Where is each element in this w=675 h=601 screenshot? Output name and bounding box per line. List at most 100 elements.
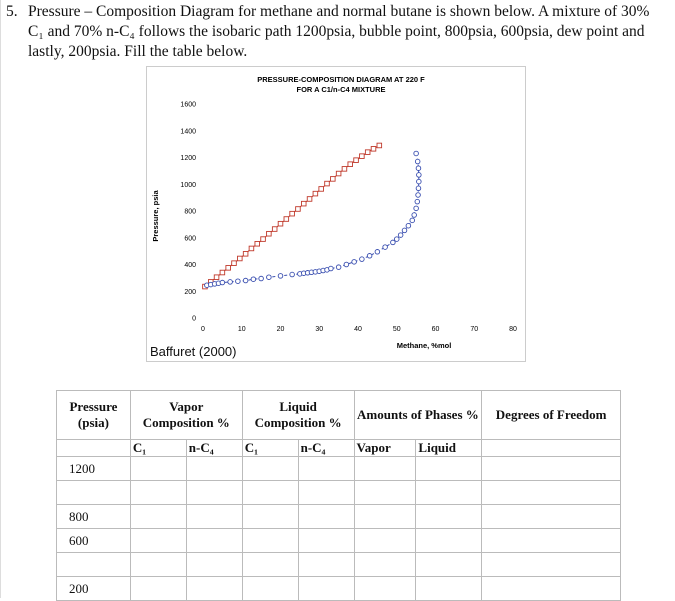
bubble-point-marker (237, 255, 243, 262)
dew-point-marker (411, 212, 417, 218)
bubble-point-marker (295, 206, 301, 212)
bubble-point-marker (341, 166, 348, 172)
answer-cell[interactable] (415, 528, 483, 553)
answer-cell[interactable] (353, 480, 417, 505)
answer-cell[interactable] (241, 480, 299, 505)
table-row: 800 (56, 504, 621, 529)
dew-point-marker (219, 279, 226, 286)
answer-cell[interactable] (185, 528, 243, 553)
answer-cell[interactable] (297, 528, 355, 553)
subheader-amount-liquid: Liquid (415, 439, 483, 457)
x-tick-label: 50 (393, 326, 401, 333)
answer-cell[interactable] (129, 576, 187, 601)
answer-cell[interactable] (353, 504, 417, 529)
answer-cell[interactable] (415, 552, 483, 577)
answer-cell[interactable] (481, 576, 621, 601)
row-pressure: 200 (56, 576, 131, 601)
table-row: 200 (56, 576, 621, 601)
answer-cell[interactable] (481, 480, 621, 505)
bubble-point-marker (271, 226, 278, 232)
dew-point-marker (414, 158, 421, 165)
y-tick-label: 1400 (180, 128, 196, 135)
y-tick-label: 200 (184, 289, 196, 296)
x-tick-label: 60 (432, 326, 440, 333)
answer-cell[interactable] (185, 504, 243, 529)
answer-cell[interactable] (129, 552, 187, 577)
dew-point-marker (382, 244, 388, 250)
answer-cell[interactable] (185, 552, 243, 577)
dew-point-marker (351, 259, 357, 265)
y-tick-label: 1000 (180, 182, 196, 189)
answer-cell[interactable] (185, 456, 243, 481)
answer-cell[interactable] (297, 576, 355, 601)
problem-number: 5. (6, 3, 18, 20)
table-row (56, 552, 621, 577)
answer-cell[interactable] (185, 576, 243, 601)
answer-cell[interactable] (481, 456, 621, 481)
x-tick-label: 0 (201, 326, 205, 333)
answer-cell[interactable] (415, 576, 483, 601)
answer-cell[interactable] (353, 528, 417, 553)
dew-point-marker (235, 278, 241, 284)
dew-point-marker (258, 275, 264, 282)
bubble-point-marker (364, 149, 371, 155)
answer-cell[interactable] (415, 456, 483, 481)
answer-cell[interactable] (297, 552, 355, 577)
bubble-point-marker (231, 260, 237, 266)
answer-cell[interactable] (481, 504, 621, 529)
x-tick-label: 20 (277, 326, 285, 333)
answer-cell[interactable] (297, 504, 355, 529)
answer-cell[interactable] (241, 528, 299, 553)
answer-cell[interactable] (481, 528, 621, 553)
header-amounts-of-phases: Amounts of Phases % (353, 390, 483, 440)
header-vapor-composition: Vapor Composition % (129, 390, 243, 440)
bubble-point-marker (266, 230, 272, 237)
bubble-point-marker (254, 241, 260, 247)
answer-cell[interactable] (185, 480, 243, 505)
bubble-point-marker (306, 196, 313, 202)
answer-cell[interactable] (241, 576, 299, 601)
bubble-point-marker (330, 176, 336, 182)
subheader-pressure-blank (56, 439, 131, 457)
subheader-liquid-nc4: n-C₄ (297, 439, 355, 457)
answer-cell[interactable] (415, 480, 483, 505)
dew-point-marker (374, 249, 381, 255)
dew-point-marker (401, 227, 408, 234)
answer-cell[interactable] (241, 504, 299, 529)
bubble-point-marker (260, 236, 266, 242)
answer-cell[interactable] (129, 456, 187, 481)
bubble-point-marker (283, 216, 290, 222)
answer-cell[interactable] (241, 456, 299, 481)
dew-point-marker (415, 165, 422, 171)
answer-cell[interactable] (241, 552, 299, 577)
dew-point-marker (227, 279, 233, 285)
dew-point-marker (416, 172, 422, 178)
answer-cell[interactable] (129, 480, 187, 505)
answer-cell[interactable] (353, 576, 417, 601)
dew-point-marker (250, 276, 257, 282)
subheader-vapor-nc4: n-C₄ (185, 439, 243, 457)
table-row: 600 (56, 528, 621, 553)
x-axis-label: Methane, %mol (397, 341, 452, 350)
answer-cell[interactable] (415, 504, 483, 529)
answer-cell[interactable] (353, 552, 417, 577)
row-pressure: 800 (56, 504, 131, 529)
problem-text: Pressure – Composition Diagram for metha… (28, 3, 650, 60)
bubble-point-marker (225, 265, 231, 271)
answer-cell[interactable] (297, 456, 355, 481)
answer-cell[interactable] (297, 480, 355, 505)
figure-credit: Baffuret (2000) (150, 344, 237, 359)
y-tick-label: 600 (184, 235, 196, 242)
dew-point-marker (359, 256, 365, 262)
answer-cell[interactable] (353, 456, 417, 481)
dew-point-marker (397, 232, 404, 238)
answer-cell[interactable] (129, 528, 187, 553)
y-tick-label: 400 (184, 262, 196, 269)
dew-point-marker (413, 205, 419, 212)
y-axis-label: Pressure, psia (151, 190, 160, 242)
y-tick-label: 1600 (180, 102, 196, 109)
dew-point-marker (414, 198, 421, 205)
answer-cell[interactable] (481, 552, 621, 577)
answer-cell[interactable] (129, 504, 187, 529)
bubble-point-marker (347, 161, 353, 167)
